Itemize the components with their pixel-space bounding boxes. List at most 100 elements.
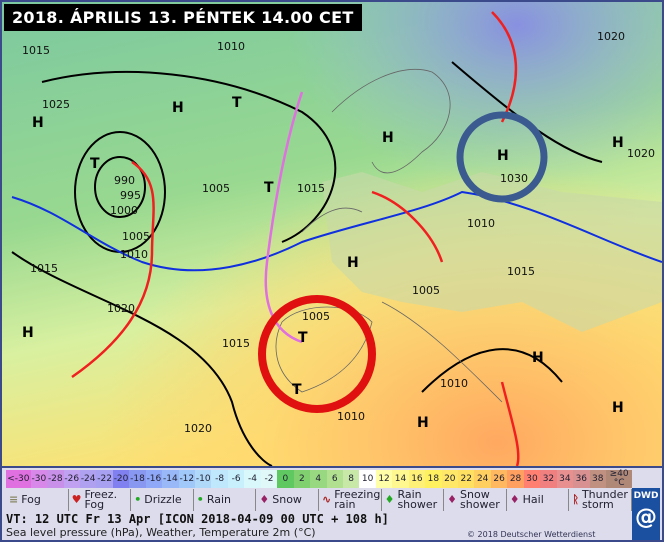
scale-cell: 18	[425, 470, 442, 488]
isobar-labels: 1015 1010 1005 1025 1020 1015 990 995 10…	[22, 30, 655, 435]
highlight-red-circle	[258, 295, 376, 413]
svg-text:1015: 1015	[30, 262, 58, 275]
scale-cell: 16	[408, 470, 426, 488]
weather-legend-item: ♦ Hail	[507, 489, 570, 511]
scale-cell: 30	[523, 470, 541, 488]
map-title: 2018. ÁPRILIS 13. PÉNTEK 14.00 CET	[4, 4, 362, 31]
scale-cell: -20	[112, 470, 130, 488]
temperature-scale: <-30 -30 -28 -26 -24 -22 -20 -18 -16 -14 -12 -10 -8-…	[6, 470, 633, 488]
svg-text:1005: 1005	[202, 182, 230, 195]
weather-symbol-icon: ♦	[259, 493, 270, 506]
scale-cell: 36	[573, 470, 590, 488]
dwd-swirl-icon: @	[635, 505, 657, 530]
map-description: Sea level pressure (hPa), Weather, Tempe…	[6, 526, 316, 539]
svg-text:1020: 1020	[597, 30, 625, 43]
weather-symbol-legend: ≡ Fog ♥ Freez. Fog • Drizzle • Rain ♦ Snow ∿ Freezi…	[6, 489, 632, 511]
scale-cell: 12	[375, 470, 393, 488]
scale-cell: 26	[490, 470, 508, 488]
weather-label: Hail	[522, 493, 544, 506]
weather-label: Fog	[21, 493, 41, 506]
svg-text:1015: 1015	[22, 44, 50, 57]
svg-text:1000: 1000	[110, 204, 138, 217]
svg-text:990: 990	[114, 174, 135, 187]
scale-cell: -14	[162, 470, 179, 488]
scale-cell: 34	[556, 470, 574, 488]
scale-cell: 32	[540, 470, 557, 488]
weather-label: Rain	[206, 493, 231, 506]
scale-cell: -4	[244, 470, 261, 488]
weather-label: Rain shower	[397, 488, 438, 511]
scale-cell: 0	[277, 470, 294, 488]
scale-cell: -16	[145, 470, 163, 488]
warm-front	[71, 160, 155, 379]
weather-legend-item: ∿ Freezing rain	[319, 489, 382, 511]
weather-legend-item: ᚱ Thunder storm	[569, 489, 632, 511]
high-label: H	[497, 148, 509, 164]
scale-cell: -10	[195, 470, 212, 488]
high-label: H	[382, 130, 394, 146]
weather-label: Freez. Fog	[84, 488, 118, 511]
scale-cell: 38	[589, 470, 606, 488]
scale-cell: -2	[260, 470, 278, 488]
scale-cell: -24	[79, 470, 97, 488]
weather-symbol-icon: ♦	[384, 493, 395, 506]
high-label: H	[32, 115, 44, 131]
svg-text:1020: 1020	[627, 147, 655, 160]
coastlines	[275, 69, 503, 403]
scale-cell: -26	[63, 470, 80, 488]
high-label: H	[172, 100, 184, 116]
cold-front	[11, 190, 663, 272]
scale-cell: 28	[507, 470, 524, 488]
scale-cell: 2	[293, 470, 311, 488]
scale-cell: ≥40 °C	[605, 470, 633, 488]
svg-text:1015: 1015	[507, 265, 535, 278]
weather-symbol-icon: ♦	[447, 493, 458, 506]
svg-text:1020: 1020	[107, 302, 135, 315]
scale-cell: -28	[47, 470, 64, 488]
svg-text:995: 995	[120, 189, 141, 202]
scale-cell: -6	[227, 470, 245, 488]
scale-cell: -22	[96, 470, 113, 488]
scale-cell: 6	[326, 470, 343, 488]
svg-text:1025: 1025	[42, 98, 70, 111]
scale-cell: 24	[474, 470, 491, 488]
scale-cell: 22	[458, 470, 475, 488]
valid-time: VT: 12 UTC Fr 13 Apr [ICON 2018-04-09 00…	[6, 512, 389, 526]
weather-legend-item: ♥ Freez. Fog	[69, 489, 132, 511]
scale-cell: 14	[392, 470, 409, 488]
svg-text:1015: 1015	[222, 337, 250, 350]
weather-legend-item: ≡ Fog	[6, 489, 69, 511]
scale-cell: 10	[359, 470, 376, 488]
weather-symbol-icon: ᚱ	[572, 493, 579, 506]
dwd-logo-text: DWD	[633, 491, 659, 501]
weather-symbol-icon: •	[134, 493, 142, 506]
warm-front-2	[371, 11, 520, 467]
dwd-logo: DWD @	[632, 488, 660, 540]
low-label: T	[292, 382, 302, 398]
low-label: T	[90, 156, 100, 172]
weather-map: H H H H H H H H H H T T T T T 1015 1010 …	[0, 0, 664, 468]
weather-symbol-icon: ♦	[509, 493, 520, 506]
weather-symbol-icon: ∿	[321, 493, 332, 506]
svg-text:1010: 1010	[120, 248, 148, 261]
svg-text:1010: 1010	[440, 377, 468, 390]
weather-label: Snow shower	[460, 488, 500, 511]
scale-cell: -30	[30, 470, 48, 488]
high-label: H	[22, 325, 34, 341]
svg-text:1010: 1010	[467, 217, 495, 230]
scale-cell: 8	[342, 470, 360, 488]
weather-legend-item: • Drizzle	[131, 489, 194, 511]
weather-symbol-icon: ≡	[9, 493, 19, 506]
weather-symbol-icon: •	[196, 493, 204, 506]
scale-cell: <-30	[6, 470, 31, 488]
weather-symbol-icon: ♥	[71, 493, 82, 506]
svg-text:1030: 1030	[500, 172, 528, 185]
low-label: T	[298, 330, 308, 346]
high-label: H	[532, 350, 544, 366]
scale-cell: -18	[129, 470, 146, 488]
high-label: H	[612, 400, 624, 416]
weather-label: Drizzle	[144, 493, 182, 506]
high-label: H	[347, 255, 359, 271]
weather-label: Thunder storm	[581, 488, 628, 511]
svg-text:1010: 1010	[217, 40, 245, 53]
